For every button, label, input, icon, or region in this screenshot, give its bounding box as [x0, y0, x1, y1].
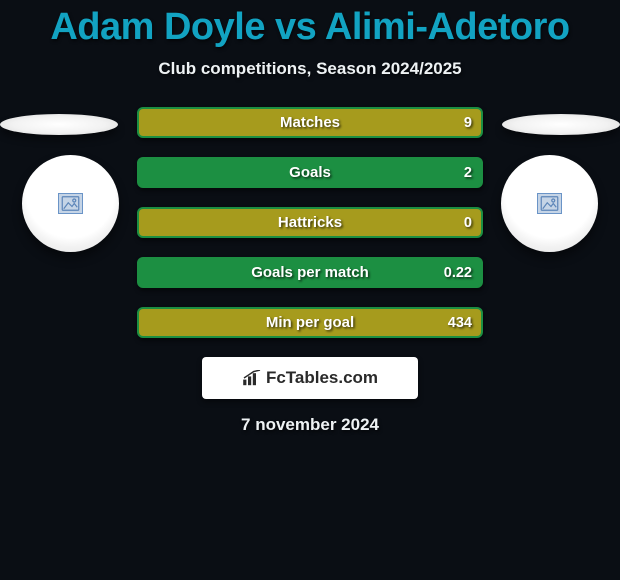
stat-value: 434	[448, 315, 472, 331]
stat-value: 0	[464, 215, 472, 231]
image-icon	[61, 196, 80, 211]
stat-label: Matches	[139, 114, 481, 131]
stat-label: Hattricks	[139, 214, 481, 231]
stat-label: Min per goal	[139, 314, 481, 331]
brand-label: FcTables.com	[266, 368, 378, 388]
stat-value: 0.22	[444, 265, 472, 281]
stat-bar-goals: Goals 2	[137, 157, 483, 188]
avatar-left	[22, 155, 119, 252]
stat-label: Goals per match	[139, 264, 481, 281]
page-subtitle: Club competitions, Season 2024/2025	[0, 59, 620, 79]
platform-right	[502, 114, 620, 135]
brand-box: FcTables.com	[202, 357, 418, 399]
platform-left	[0, 114, 118, 135]
stat-bar-min-per-goal: Min per goal 434	[137, 307, 483, 338]
placeholder-image-icon	[58, 193, 83, 214]
stat-value: 2	[464, 165, 472, 181]
placeholder-image-icon	[537, 193, 562, 214]
comparison-arena: Matches 9 Goals 2 Hattricks 0 Goals per …	[0, 107, 620, 435]
page-title: Adam Doyle vs Alimi-Adetoro	[0, 0, 620, 49]
stat-label: Goals	[139, 164, 481, 181]
stat-bar-goals-per-match: Goals per match 0.22	[137, 257, 483, 288]
brand-chart-icon	[242, 370, 262, 386]
date-line: 7 november 2024	[0, 415, 620, 435]
stats-bars: Matches 9 Goals 2 Hattricks 0 Goals per …	[137, 107, 483, 338]
page-root: Adam Doyle vs Alimi-Adetoro Club competi…	[0, 0, 620, 580]
image-icon	[540, 196, 559, 211]
stat-bar-hattricks: Hattricks 0	[137, 207, 483, 238]
stat-bar-matches: Matches 9	[137, 107, 483, 138]
stat-value: 9	[464, 115, 472, 131]
avatar-right	[501, 155, 598, 252]
brand-text: FcTables.com	[242, 368, 378, 388]
